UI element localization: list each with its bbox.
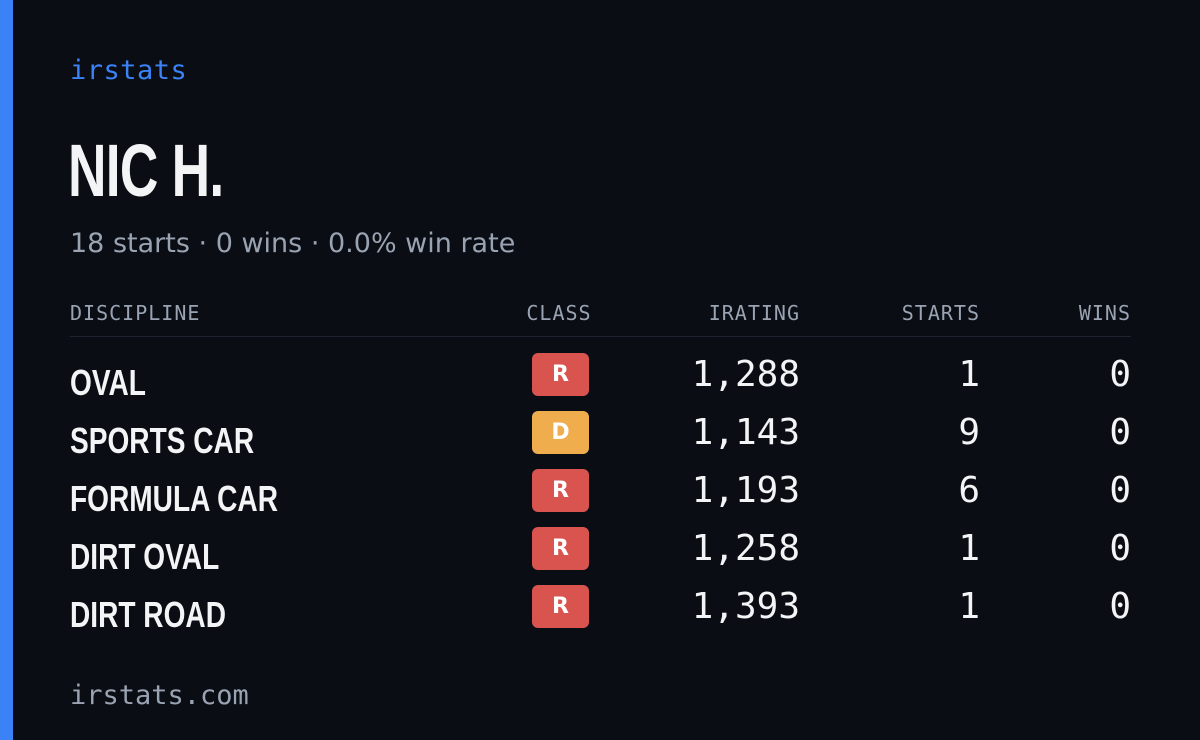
summary-starts: 18 starts: [70, 228, 190, 259]
player-name: NIC H.: [68, 129, 224, 212]
class-badge: R: [532, 585, 589, 628]
header-starts: STARTS: [901, 301, 980, 325]
summary-win-rate: 0.0% win rate: [328, 228, 516, 259]
wins-value: 0: [1109, 586, 1131, 627]
irating-value: 1,193: [691, 470, 800, 511]
class-badge: R: [532, 469, 589, 512]
header-class: CLASS: [526, 301, 592, 325]
table-header: DISCIPLINE CLASS IRATING STARTS WINS: [70, 298, 1131, 337]
discipline-name: SPORTS CAR: [70, 420, 255, 461]
starts-value: 6: [958, 470, 980, 511]
table-row: DIRT ROAD R 1,393 1 0: [70, 585, 1131, 643]
player-summary: 18 starts · 0 wins · 0.0% win rate: [70, 228, 515, 259]
class-badge: R: [532, 353, 589, 396]
starts-value: 1: [958, 586, 980, 627]
table-row: DIRT OVAL R 1,258 1 0: [70, 527, 1131, 585]
summary-separator: ·: [310, 228, 320, 259]
starts-value: 9: [958, 412, 980, 453]
table-row: OVAL R 1,288 1 0: [70, 353, 1131, 411]
irating-value: 1,288: [691, 354, 800, 395]
table-body: OVAL R 1,288 1 0 SPORTS CAR D 1,143 9 0 …: [70, 353, 1131, 643]
discipline-name: DIRT ROAD: [70, 594, 226, 635]
wins-value: 0: [1109, 470, 1131, 511]
irating-value: 1,143: [691, 412, 800, 453]
discipline-name: DIRT OVAL: [70, 536, 220, 577]
header-discipline: DISCIPLINE: [70, 301, 201, 325]
header-wins: WINS: [1078, 301, 1131, 325]
discipline-name: OVAL: [70, 362, 146, 403]
summary-wins: 0 wins: [215, 228, 303, 259]
class-badge: D: [532, 411, 589, 454]
starts-value: 1: [958, 528, 980, 569]
brand-logo: irstats: [70, 55, 188, 86]
irating-value: 1,393: [691, 586, 800, 627]
accent-bar: [0, 0, 13, 740]
footer-url: irstats.com: [70, 680, 249, 711]
summary-separator: ·: [198, 228, 208, 259]
starts-value: 1: [958, 354, 980, 395]
header-irating: IRATING: [708, 301, 800, 325]
discipline-name: FORMULA CAR: [70, 478, 278, 519]
wins-value: 0: [1109, 412, 1131, 453]
wins-value: 0: [1109, 528, 1131, 569]
class-badge: R: [532, 527, 589, 570]
discipline-table: DISCIPLINE CLASS IRATING STARTS WINS OVA…: [70, 298, 1131, 643]
wins-value: 0: [1109, 354, 1131, 395]
irating-value: 1,258: [691, 528, 800, 569]
table-row: FORMULA CAR R 1,193 6 0: [70, 469, 1131, 527]
table-row: SPORTS CAR D 1,143 9 0: [70, 411, 1131, 469]
